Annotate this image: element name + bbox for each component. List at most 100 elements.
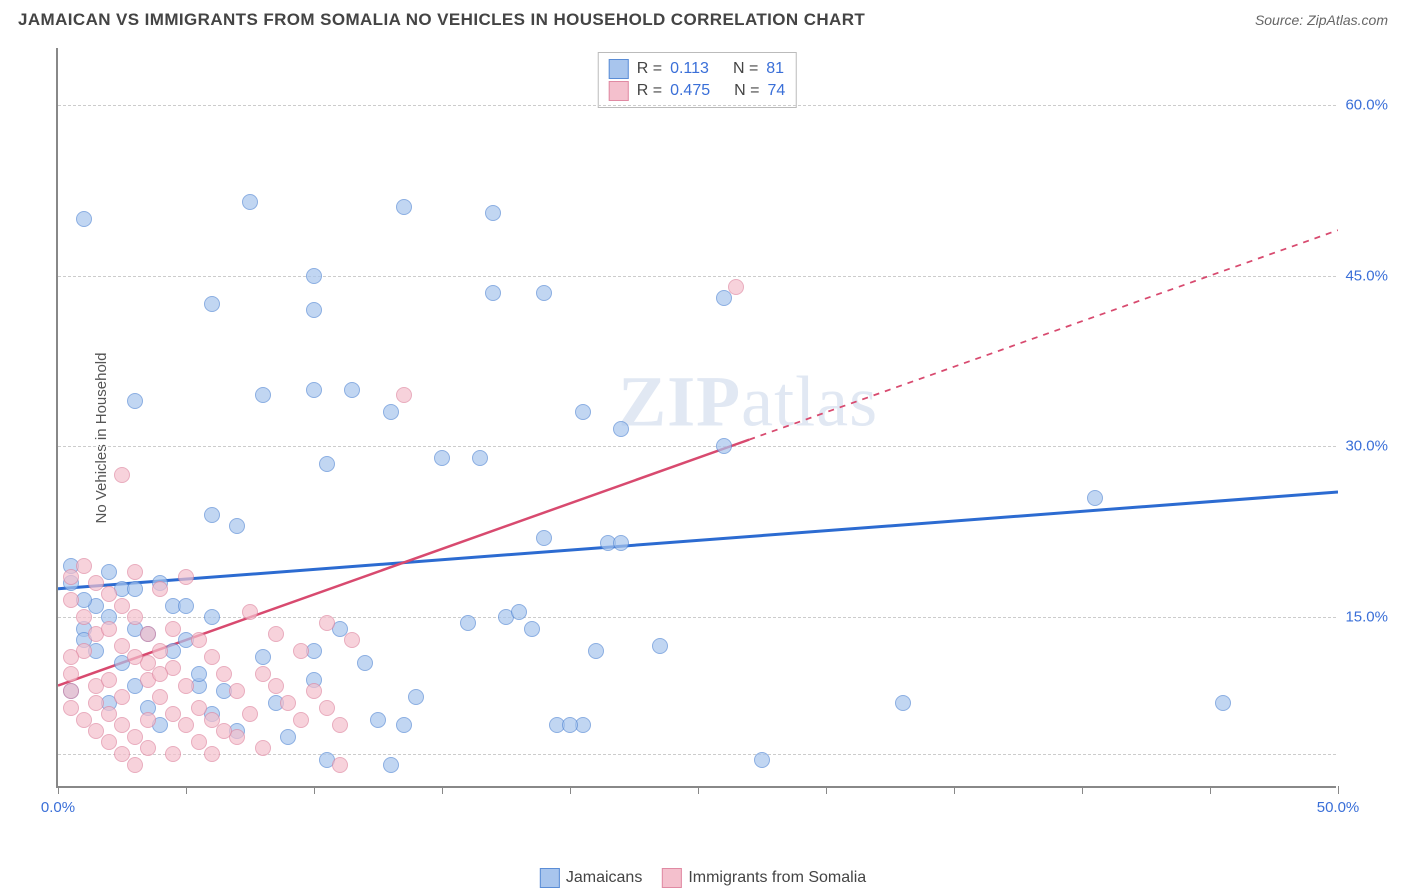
data-point bbox=[178, 678, 194, 694]
stats-row: R =0.475N =74 bbox=[609, 81, 786, 101]
gridline bbox=[58, 446, 1336, 447]
stat-n-label: N = bbox=[733, 60, 758, 78]
y-tick-label: 45.0% bbox=[1345, 267, 1388, 284]
data-point bbox=[306, 683, 322, 699]
x-tick-label: 50.0% bbox=[1317, 799, 1360, 816]
data-point bbox=[332, 717, 348, 733]
data-point bbox=[383, 404, 399, 420]
data-point bbox=[140, 740, 156, 756]
data-point bbox=[716, 438, 732, 454]
data-point bbox=[396, 387, 412, 403]
data-point bbox=[114, 467, 130, 483]
data-point bbox=[127, 649, 143, 665]
data-point bbox=[204, 507, 220, 523]
data-point bbox=[562, 717, 578, 733]
data-point bbox=[652, 638, 668, 654]
data-point bbox=[152, 689, 168, 705]
gridline bbox=[58, 105, 1336, 106]
x-tick bbox=[1338, 786, 1339, 794]
stat-r-value: 0.113 bbox=[670, 60, 709, 78]
scatter-plot: ZIPatlas R =0.113N =81R =0.475N =74 15.0… bbox=[56, 48, 1336, 788]
data-point bbox=[76, 558, 92, 574]
stat-n-value: 81 bbox=[766, 60, 784, 78]
data-point bbox=[280, 729, 296, 745]
data-point bbox=[101, 621, 117, 637]
data-point bbox=[370, 712, 386, 728]
data-point bbox=[152, 666, 168, 682]
data-point bbox=[319, 700, 335, 716]
x-tick bbox=[1210, 786, 1211, 794]
data-point bbox=[204, 296, 220, 312]
data-point bbox=[127, 581, 143, 597]
x-tick bbox=[826, 786, 827, 794]
data-point bbox=[76, 609, 92, 625]
data-point bbox=[204, 746, 220, 762]
chart-title: JAMAICAN VS IMMIGRANTS FROM SOMALIA NO V… bbox=[18, 10, 865, 30]
data-point bbox=[191, 632, 207, 648]
data-point bbox=[268, 678, 284, 694]
data-point bbox=[229, 683, 245, 699]
data-point bbox=[127, 564, 143, 580]
data-point bbox=[229, 518, 245, 534]
data-point bbox=[1087, 490, 1103, 506]
data-point bbox=[613, 421, 629, 437]
data-point bbox=[255, 387, 271, 403]
data-point bbox=[306, 302, 322, 318]
data-point bbox=[396, 199, 412, 215]
data-point bbox=[472, 450, 488, 466]
data-point bbox=[178, 569, 194, 585]
data-point bbox=[319, 615, 335, 631]
data-point bbox=[127, 757, 143, 773]
y-tick-label: 30.0% bbox=[1345, 438, 1388, 455]
data-point bbox=[383, 757, 399, 773]
x-tick bbox=[314, 786, 315, 794]
data-point bbox=[716, 290, 732, 306]
trend-lines bbox=[58, 48, 1338, 788]
data-point bbox=[485, 205, 501, 221]
data-point bbox=[396, 717, 412, 733]
data-point bbox=[165, 746, 181, 762]
data-point bbox=[216, 723, 232, 739]
data-point bbox=[140, 626, 156, 642]
data-point bbox=[754, 752, 770, 768]
x-tick bbox=[698, 786, 699, 794]
data-point bbox=[293, 712, 309, 728]
gridline bbox=[58, 276, 1336, 277]
data-point bbox=[178, 598, 194, 614]
data-point bbox=[63, 592, 79, 608]
data-point bbox=[344, 382, 360, 398]
data-point bbox=[63, 666, 79, 682]
data-point bbox=[895, 695, 911, 711]
data-point bbox=[242, 194, 258, 210]
data-point bbox=[524, 621, 540, 637]
x-tick bbox=[954, 786, 955, 794]
data-point bbox=[114, 689, 130, 705]
data-point bbox=[332, 757, 348, 773]
data-point bbox=[216, 666, 232, 682]
data-point bbox=[485, 285, 501, 301]
data-point bbox=[319, 456, 335, 472]
data-point bbox=[1215, 695, 1231, 711]
data-point bbox=[165, 621, 181, 637]
data-point bbox=[536, 530, 552, 546]
data-point bbox=[280, 695, 296, 711]
legend-swatch bbox=[540, 868, 560, 888]
data-point bbox=[357, 655, 373, 671]
legend-swatch bbox=[609, 81, 629, 101]
data-point bbox=[306, 268, 322, 284]
data-point bbox=[306, 382, 322, 398]
data-point bbox=[511, 604, 527, 620]
data-point bbox=[178, 717, 194, 733]
legend-swatch bbox=[609, 59, 629, 79]
data-point bbox=[268, 626, 284, 642]
stat-r-value: 0.475 bbox=[670, 82, 710, 100]
stat-r-label: R = bbox=[637, 60, 662, 78]
data-point bbox=[255, 740, 271, 756]
data-point bbox=[88, 695, 104, 711]
stat-n-value: 74 bbox=[767, 82, 785, 100]
legend-item: Jamaicans bbox=[540, 868, 642, 888]
data-point bbox=[63, 683, 79, 699]
x-tick bbox=[570, 786, 571, 794]
watermark: ZIPatlas bbox=[618, 361, 878, 444]
legend-item: Immigrants from Somalia bbox=[662, 868, 866, 888]
